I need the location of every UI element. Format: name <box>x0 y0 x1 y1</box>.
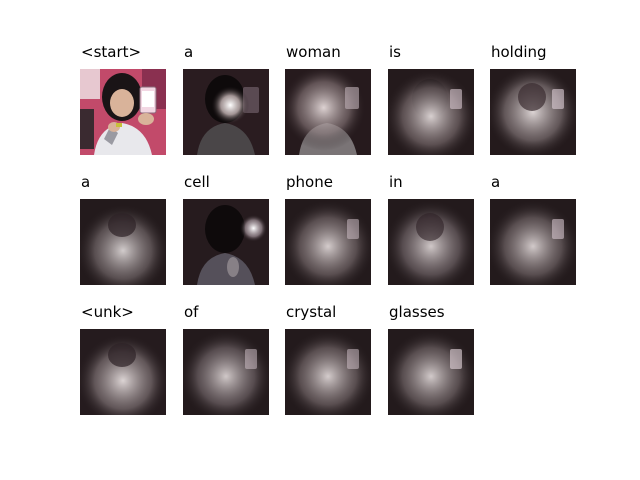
word-label: holding <box>491 43 547 61</box>
word-label: <unk> <box>81 303 134 321</box>
word-label: cell <box>184 173 210 191</box>
attention-map <box>388 199 474 285</box>
word-label: of <box>184 303 199 321</box>
attention-map <box>285 329 371 415</box>
word-label: woman <box>286 43 341 61</box>
word-label: crystal <box>286 303 337 321</box>
original-photo <box>80 69 166 155</box>
word-label: glasses <box>389 303 445 321</box>
word-label: <start> <box>81 43 142 61</box>
attention-map <box>183 329 269 415</box>
word-label: is <box>389 43 401 61</box>
attention-map <box>80 199 166 285</box>
word-label: in <box>389 173 403 191</box>
word-label: a <box>81 173 91 191</box>
word-label: a <box>491 173 501 191</box>
attention-map <box>285 69 371 155</box>
attention-map <box>80 329 166 415</box>
attention-map <box>490 199 576 285</box>
attention-map <box>183 199 269 285</box>
attention-map <box>388 69 474 155</box>
word-label: a <box>184 43 194 61</box>
attention-map <box>388 329 474 415</box>
word-label: phone <box>286 173 333 191</box>
attention-map <box>490 69 576 155</box>
attention-map <box>285 199 371 285</box>
attention-map <box>183 69 269 155</box>
